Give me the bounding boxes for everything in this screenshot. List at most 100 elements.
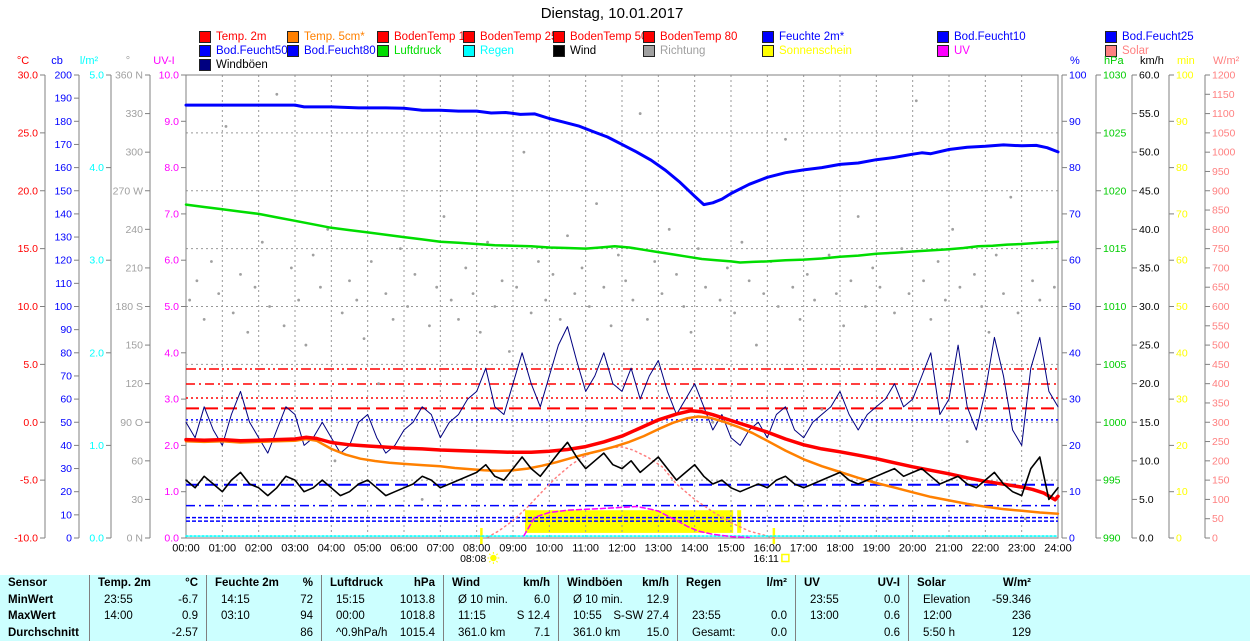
legend-item-bodentemp-80: BodenTemp 80: [643, 31, 737, 43]
svg-text:16:11: 16:11: [753, 553, 779, 565]
axis-UV-I: UV-I 0.0 1.0 2.0 3.0 4.0 5.0 6.0 7.0 8.0 9.0 10.0: [153, 55, 186, 545]
svg-text:4.0: 4.0: [164, 347, 179, 359]
svg-text:90: 90: [60, 324, 72, 336]
table-row: Luftdruck hPa: [322, 575, 443, 592]
row-label: MaxWert: [0, 608, 89, 625]
cell-value: %: [302, 577, 313, 589]
svg-text:100: 100: [1069, 70, 1087, 82]
legend-label: BodenTemp 50: [570, 31, 648, 43]
svg-text:80: 80: [1069, 162, 1081, 174]
svg-text:11:00: 11:00: [572, 543, 599, 555]
svg-text:5.0: 5.0: [23, 359, 38, 371]
svg-text:80: 80: [1176, 162, 1188, 174]
svg-text:800: 800: [1212, 224, 1230, 236]
svg-text:30.0: 30.0: [18, 70, 39, 82]
cell-value: l/m²: [766, 577, 787, 589]
svg-text:270 W: 270 W: [113, 185, 143, 197]
legend-label: Feuchte 2m*: [779, 31, 845, 43]
sunset-icon: [781, 553, 790, 563]
cell-value: 1015.4: [399, 626, 435, 639]
series-windboeen: [185, 326, 1059, 454]
cell-value: km/h: [523, 577, 550, 589]
legend-item-bodentemp-25: BodenTemp 25: [463, 31, 557, 43]
svg-text:W/m²: W/m²: [1213, 55, 1240, 67]
legend-swatch: [199, 45, 211, 57]
cell-label: Regen: [686, 577, 722, 589]
svg-text:100: 100: [1212, 494, 1230, 506]
axis-km/h: km/h 0.0 5.0 10.0 15.0 20.0 25.0 30.0 35.0 40.0 45…: [1131, 55, 1164, 545]
table-row: Windböen km/h: [559, 575, 677, 592]
table-row: Regen l/m²: [678, 575, 795, 592]
svg-text:hPa: hPa: [1104, 55, 1124, 67]
svg-text:10:00: 10:00: [536, 543, 564, 555]
legend-label: UV: [954, 45, 970, 57]
table-row: 10:55 S-SW 27.4: [559, 608, 677, 625]
svg-text:1015: 1015: [1103, 243, 1127, 255]
legend-swatch: [377, 45, 389, 57]
svg-text:500: 500: [1212, 340, 1230, 352]
table-row: 86: [207, 625, 321, 641]
svg-text:0.0: 0.0: [1139, 533, 1154, 545]
cell-value: 129: [1011, 626, 1031, 639]
legend-swatch: [1105, 31, 1117, 43]
table-row: 361.0 km 7.1: [444, 625, 558, 641]
row-label-text: Durchschnitt: [8, 626, 79, 639]
cell-label: 361.0 km: [573, 626, 621, 639]
svg-text:°: °: [126, 55, 130, 67]
svg-text:cb: cb: [51, 55, 63, 67]
legend-item-temp-5cm-: Temp. 5cm*: [287, 31, 365, 43]
svg-text:%: %: [1070, 55, 1080, 67]
cell-label: Ø 10 min.: [458, 593, 508, 606]
legend-item-temp-2m: Temp. 2m: [199, 31, 267, 43]
svg-text:120: 120: [125, 378, 143, 390]
svg-text:900: 900: [1212, 185, 1230, 197]
cell-value: -2.57: [171, 626, 198, 639]
cell-label: Solar: [917, 577, 946, 589]
svg-text:0.0: 0.0: [164, 533, 179, 545]
svg-text:9.0: 9.0: [164, 116, 179, 128]
svg-text:60: 60: [1069, 255, 1081, 267]
cell-label: 00:00: [336, 610, 365, 622]
svg-text:5.0: 5.0: [164, 301, 179, 313]
svg-text:20: 20: [1176, 440, 1188, 452]
svg-text:07:00: 07:00: [427, 543, 455, 555]
svg-text:100: 100: [1176, 70, 1194, 82]
svg-text:40.0: 40.0: [1139, 224, 1160, 236]
svg-text:140: 140: [54, 208, 72, 220]
table-col-luftdruck: Luftdruck hPa 15:15 1013.8 00:00 1018.8 ^0.9hP…: [321, 575, 443, 641]
svg-text:50: 50: [60, 417, 72, 429]
cell-label: [215, 625, 221, 641]
table-col-feuchte-2m: Feuchte 2m% 14:15 72 03:10 94 86: [206, 575, 321, 641]
table-row: 0.6: [796, 625, 908, 641]
table-row: Wind km/h: [444, 575, 558, 592]
cell-label: Feuchte 2m: [215, 577, 279, 589]
legend-item-bod-feucht80: Bod.Feucht80: [287, 45, 376, 57]
svg-text:24:00: 24:00: [1044, 543, 1072, 555]
legend-label: BodenTemp 80: [660, 31, 738, 43]
svg-text:09:00: 09:00: [499, 543, 527, 555]
axis-cb: cb 0 10 20 30 40 50 60 70 80 90 100 110 120 130 140 150 1…: [51, 55, 80, 545]
svg-text:250: 250: [1212, 436, 1230, 448]
cell-label: 12:00: [923, 610, 952, 622]
series-wind: [185, 441, 1059, 501]
svg-text:01:00: 01:00: [209, 543, 237, 555]
svg-text:l/m²: l/m²: [80, 55, 99, 67]
axis-°: ° 0 N 30 60 90 O 120 150 180 S 210 240 270 W 300 330…: [113, 55, 151, 545]
svg-text:40: 40: [60, 440, 72, 452]
cell-label: Luftdruck: [330, 577, 384, 589]
cell-label: Gesamt:: [692, 626, 736, 639]
series-temp-5cm: [184, 415, 1060, 515]
svg-text:10: 10: [1069, 486, 1081, 498]
cell-label: 10:55: [573, 610, 602, 622]
cell-label: Elevation: [923, 593, 971, 606]
legend-swatch: [199, 31, 211, 43]
svg-text:20: 20: [1069, 440, 1081, 452]
cell-label: Temp. 2m: [98, 577, 151, 589]
svg-text:950: 950: [1212, 166, 1230, 178]
legend-swatch: [199, 59, 211, 71]
svg-text:10: 10: [1176, 486, 1188, 498]
axis-hPa: hPa 990 995 1000 1005 1010 1015 1020 1025 1030: [1095, 55, 1127, 545]
weather-chart: °C -10.0 -5.0 0.0 5.0 10.0 15.0 20.0 25.0 30.0 cb 0…: [14, 55, 1240, 565]
